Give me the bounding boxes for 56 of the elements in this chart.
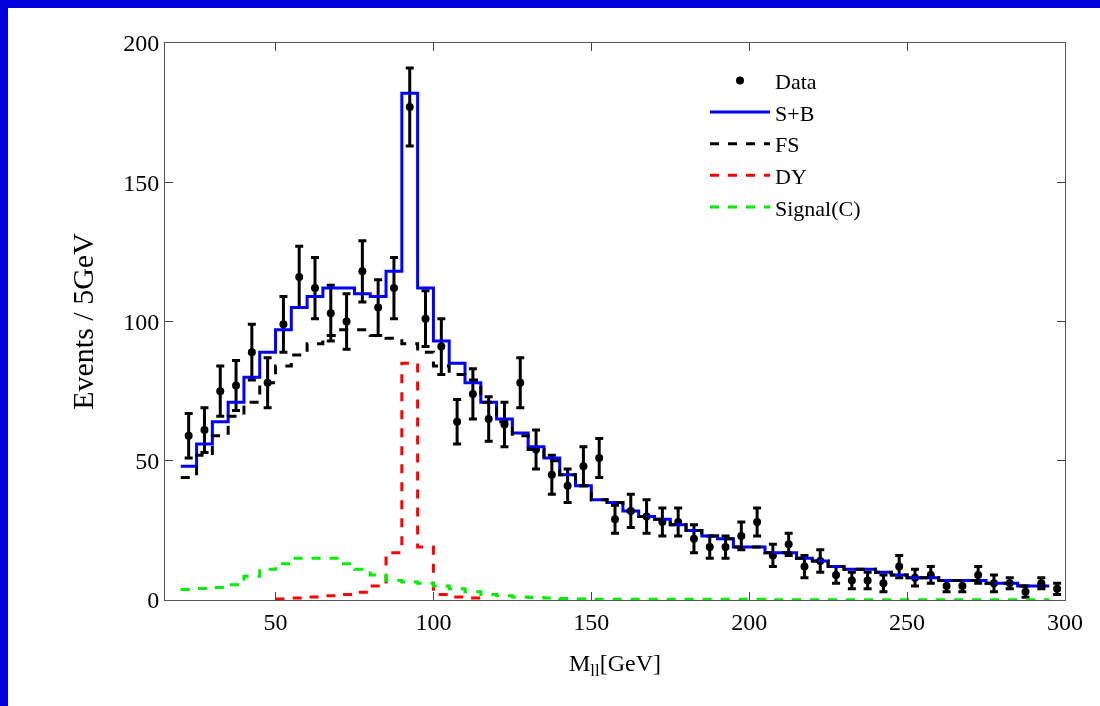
point: [453, 417, 462, 426]
point: [200, 426, 209, 435]
point: [895, 562, 904, 571]
x-tick-label: 50: [263, 608, 288, 635]
y-tick-label: 100: [123, 308, 160, 335]
point: [721, 543, 730, 552]
point: [579, 462, 588, 471]
point: [595, 453, 604, 462]
point: [437, 342, 446, 351]
point: [784, 540, 793, 549]
y-tick-label: 50: [135, 448, 160, 475]
x-tick-label: 300: [1047, 608, 1083, 635]
point: [547, 470, 556, 479]
point: [847, 576, 856, 585]
point: [247, 348, 256, 357]
point: [216, 387, 225, 396]
x-axis-title: M$_{ll}$[GeV]: [569, 650, 661, 681]
point: [342, 317, 351, 326]
point: [232, 381, 241, 390]
point: [405, 103, 414, 112]
point: [563, 481, 572, 490]
legend-label: Signal(C): [775, 195, 861, 221]
y-tick-label: 200: [123, 30, 160, 57]
point: [184, 431, 193, 440]
point: [832, 570, 841, 579]
legend-label: FS: [775, 132, 800, 158]
legend-label: Data: [775, 69, 817, 95]
y-axis-title: Events / 5GeV: [66, 232, 100, 410]
point: [374, 303, 383, 312]
y-tick-label: 0: [147, 587, 160, 614]
y-tick-label: 150: [123, 169, 160, 196]
x-tick-label: 150: [573, 608, 610, 635]
point: [326, 309, 335, 318]
point: [800, 562, 809, 571]
point: [705, 543, 714, 552]
point: [295, 272, 304, 281]
point: [737, 531, 746, 540]
x-tick-label: 200: [731, 608, 768, 635]
point: [389, 284, 398, 293]
point: [974, 570, 983, 579]
point: [863, 576, 872, 585]
point: [468, 389, 477, 398]
point: [358, 267, 367, 276]
point: [753, 518, 762, 527]
legend-label: DY: [775, 163, 807, 189]
point: [484, 414, 493, 423]
point: [611, 515, 619, 524]
point: [516, 378, 525, 387]
x-tick-label: 100: [415, 608, 452, 635]
point: [421, 314, 430, 323]
point: [311, 284, 319, 293]
point: [879, 579, 888, 588]
x-tick-label: 250: [889, 608, 926, 635]
point: [279, 320, 288, 329]
point: [689, 534, 698, 543]
legend-label: S+B: [775, 100, 815, 126]
